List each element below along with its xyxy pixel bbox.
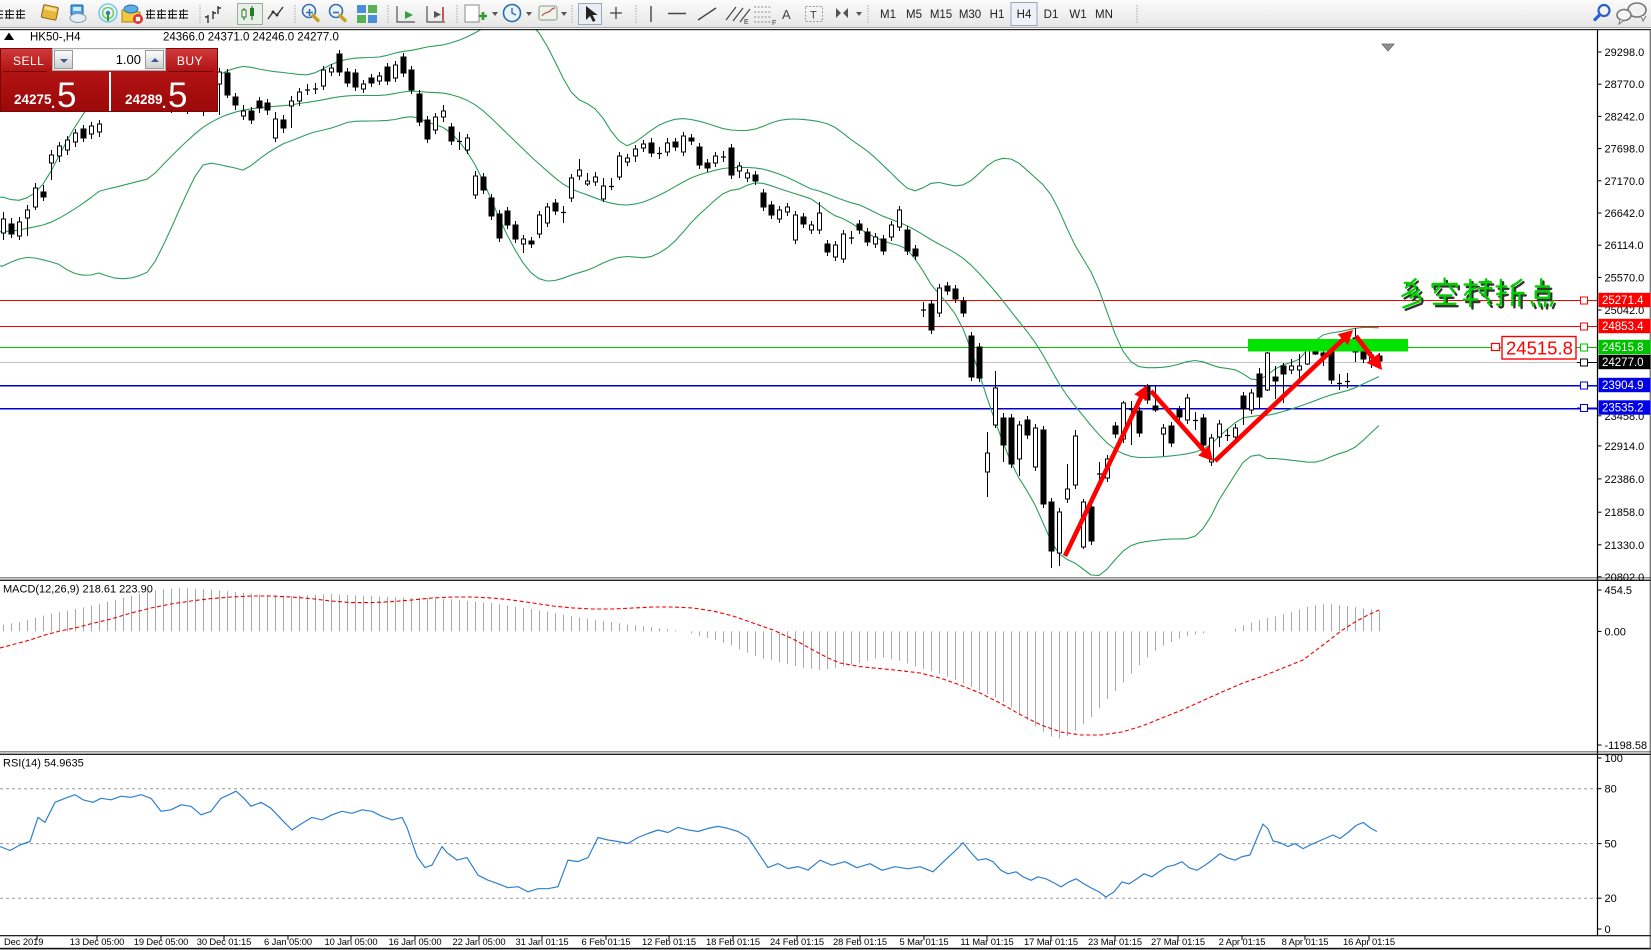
svg-text:11 Mar 01:15: 11 Mar 01:15 [960, 936, 1013, 947]
svg-text:F: F [772, 20, 776, 27]
svg-text:22 Jan 05:00: 22 Jan 05:00 [452, 936, 505, 947]
svg-text:80: 80 [1605, 784, 1617, 796]
svg-text:24 Feb 01:15: 24 Feb 01:15 [770, 936, 824, 947]
svg-text:25271.4: 25271.4 [1602, 295, 1644, 307]
svg-text:0: 0 [1605, 924, 1611, 936]
svg-text:24853.4: 24853.4 [1602, 321, 1644, 333]
svg-text:M15: M15 [930, 9, 952, 21]
svg-text:20802.0: 20802.0 [1605, 572, 1645, 584]
svg-text:20: 20 [1605, 893, 1617, 905]
svg-text:24366.0 24371.0 24246.0 24277.: 24366.0 24371.0 24246.0 24277.0 [163, 32, 339, 44]
svg-text:25042.0: 25042.0 [1605, 305, 1645, 317]
svg-text:17 Mar 01:15: 17 Mar 01:15 [1024, 936, 1078, 947]
svg-text:21330.0: 21330.0 [1605, 540, 1645, 552]
svg-text:25570.0: 25570.0 [1605, 272, 1645, 284]
svg-text:27698.0: 27698.0 [1605, 144, 1645, 156]
svg-text:E: E [744, 19, 749, 26]
svg-text:24515.8: 24515.8 [1506, 338, 1573, 359]
svg-text:22914.0: 22914.0 [1605, 441, 1645, 453]
svg-text:23535.2: 23535.2 [1602, 403, 1644, 415]
svg-text:23904.9: 23904.9 [1602, 380, 1644, 392]
svg-text:M5: M5 [906, 9, 922, 21]
svg-text:W1: W1 [1069, 9, 1086, 21]
svg-text:D1: D1 [1044, 9, 1059, 21]
svg-text:50: 50 [1605, 839, 1617, 851]
svg-text:MACD(12,26,9) 218.61 223.90: MACD(12,26,9) 218.61 223.90 [3, 584, 153, 596]
svg-text:26642.0: 26642.0 [1605, 208, 1645, 220]
svg-text:19 Dec 05:00: 19 Dec 05:00 [134, 936, 189, 947]
svg-text:28770.0: 28770.0 [1605, 79, 1645, 91]
svg-text:HK50-,H4: HK50-,H4 [30, 32, 81, 44]
svg-text:H4: H4 [1017, 9, 1032, 21]
svg-text:27170.0: 27170.0 [1605, 176, 1645, 188]
svg-text:A: A [782, 7, 791, 22]
svg-text:26114.0: 26114.0 [1605, 240, 1644, 252]
svg-text:Dec 2019: Dec 2019 [4, 936, 43, 947]
svg-text:H1: H1 [990, 9, 1005, 21]
svg-text:24277.0: 24277.0 [1602, 357, 1644, 369]
svg-text:22386.0: 22386.0 [1605, 474, 1645, 486]
svg-text:MN: MN [1095, 9, 1113, 21]
svg-text:29298.0: 29298.0 [1605, 47, 1645, 59]
svg-text:16 Jan 05:00: 16 Jan 05:00 [388, 936, 441, 947]
svg-text:6 Jan 05:00: 6 Jan 05:00 [264, 936, 312, 947]
svg-text:454.5: 454.5 [1605, 585, 1633, 597]
svg-text:8 Apr 01:15: 8 Apr 01:15 [1282, 936, 1329, 947]
svg-text:2 Apr 01:15: 2 Apr 01:15 [1219, 936, 1266, 947]
svg-text:16 Apr 01:15: 16 Apr 01:15 [1343, 936, 1395, 947]
svg-text:28242.0: 28242.0 [1605, 111, 1645, 123]
svg-text:M30: M30 [959, 9, 981, 21]
svg-text:-1198.58: -1198.58 [1605, 740, 1648, 752]
svg-text:T: T [810, 10, 817, 22]
svg-text:6 Feb 01:15: 6 Feb 01:15 [582, 936, 631, 947]
svg-text:M1: M1 [880, 9, 896, 21]
svg-text:0.00: 0.00 [1605, 626, 1626, 638]
svg-text:30 Dec 01:15: 30 Dec 01:15 [197, 936, 252, 947]
svg-text:5 Mar 01:15: 5 Mar 01:15 [900, 936, 949, 947]
svg-text:24515.8: 24515.8 [1602, 342, 1644, 354]
svg-text:21858.0: 21858.0 [1605, 507, 1645, 519]
svg-text:27 Mar 01:15: 27 Mar 01:15 [1151, 936, 1205, 947]
svg-text:12 Feb 01:15: 12 Feb 01:15 [642, 936, 696, 947]
svg-text:10 Jan 05:00: 10 Jan 05:00 [324, 936, 377, 947]
svg-text:28 Feb 01:15: 28 Feb 01:15 [833, 936, 887, 947]
svg-text:13 Dec 05:00: 13 Dec 05:00 [70, 936, 125, 947]
svg-text:RSI(14) 54.9635: RSI(14) 54.9635 [3, 758, 84, 770]
svg-text:31 Jan 01:15: 31 Jan 01:15 [515, 936, 568, 947]
svg-text:18 Feb 01:15: 18 Feb 01:15 [706, 936, 760, 947]
svg-text:23 Mar 01:15: 23 Mar 01:15 [1088, 936, 1142, 947]
svg-text:100: 100 [1605, 753, 1623, 765]
